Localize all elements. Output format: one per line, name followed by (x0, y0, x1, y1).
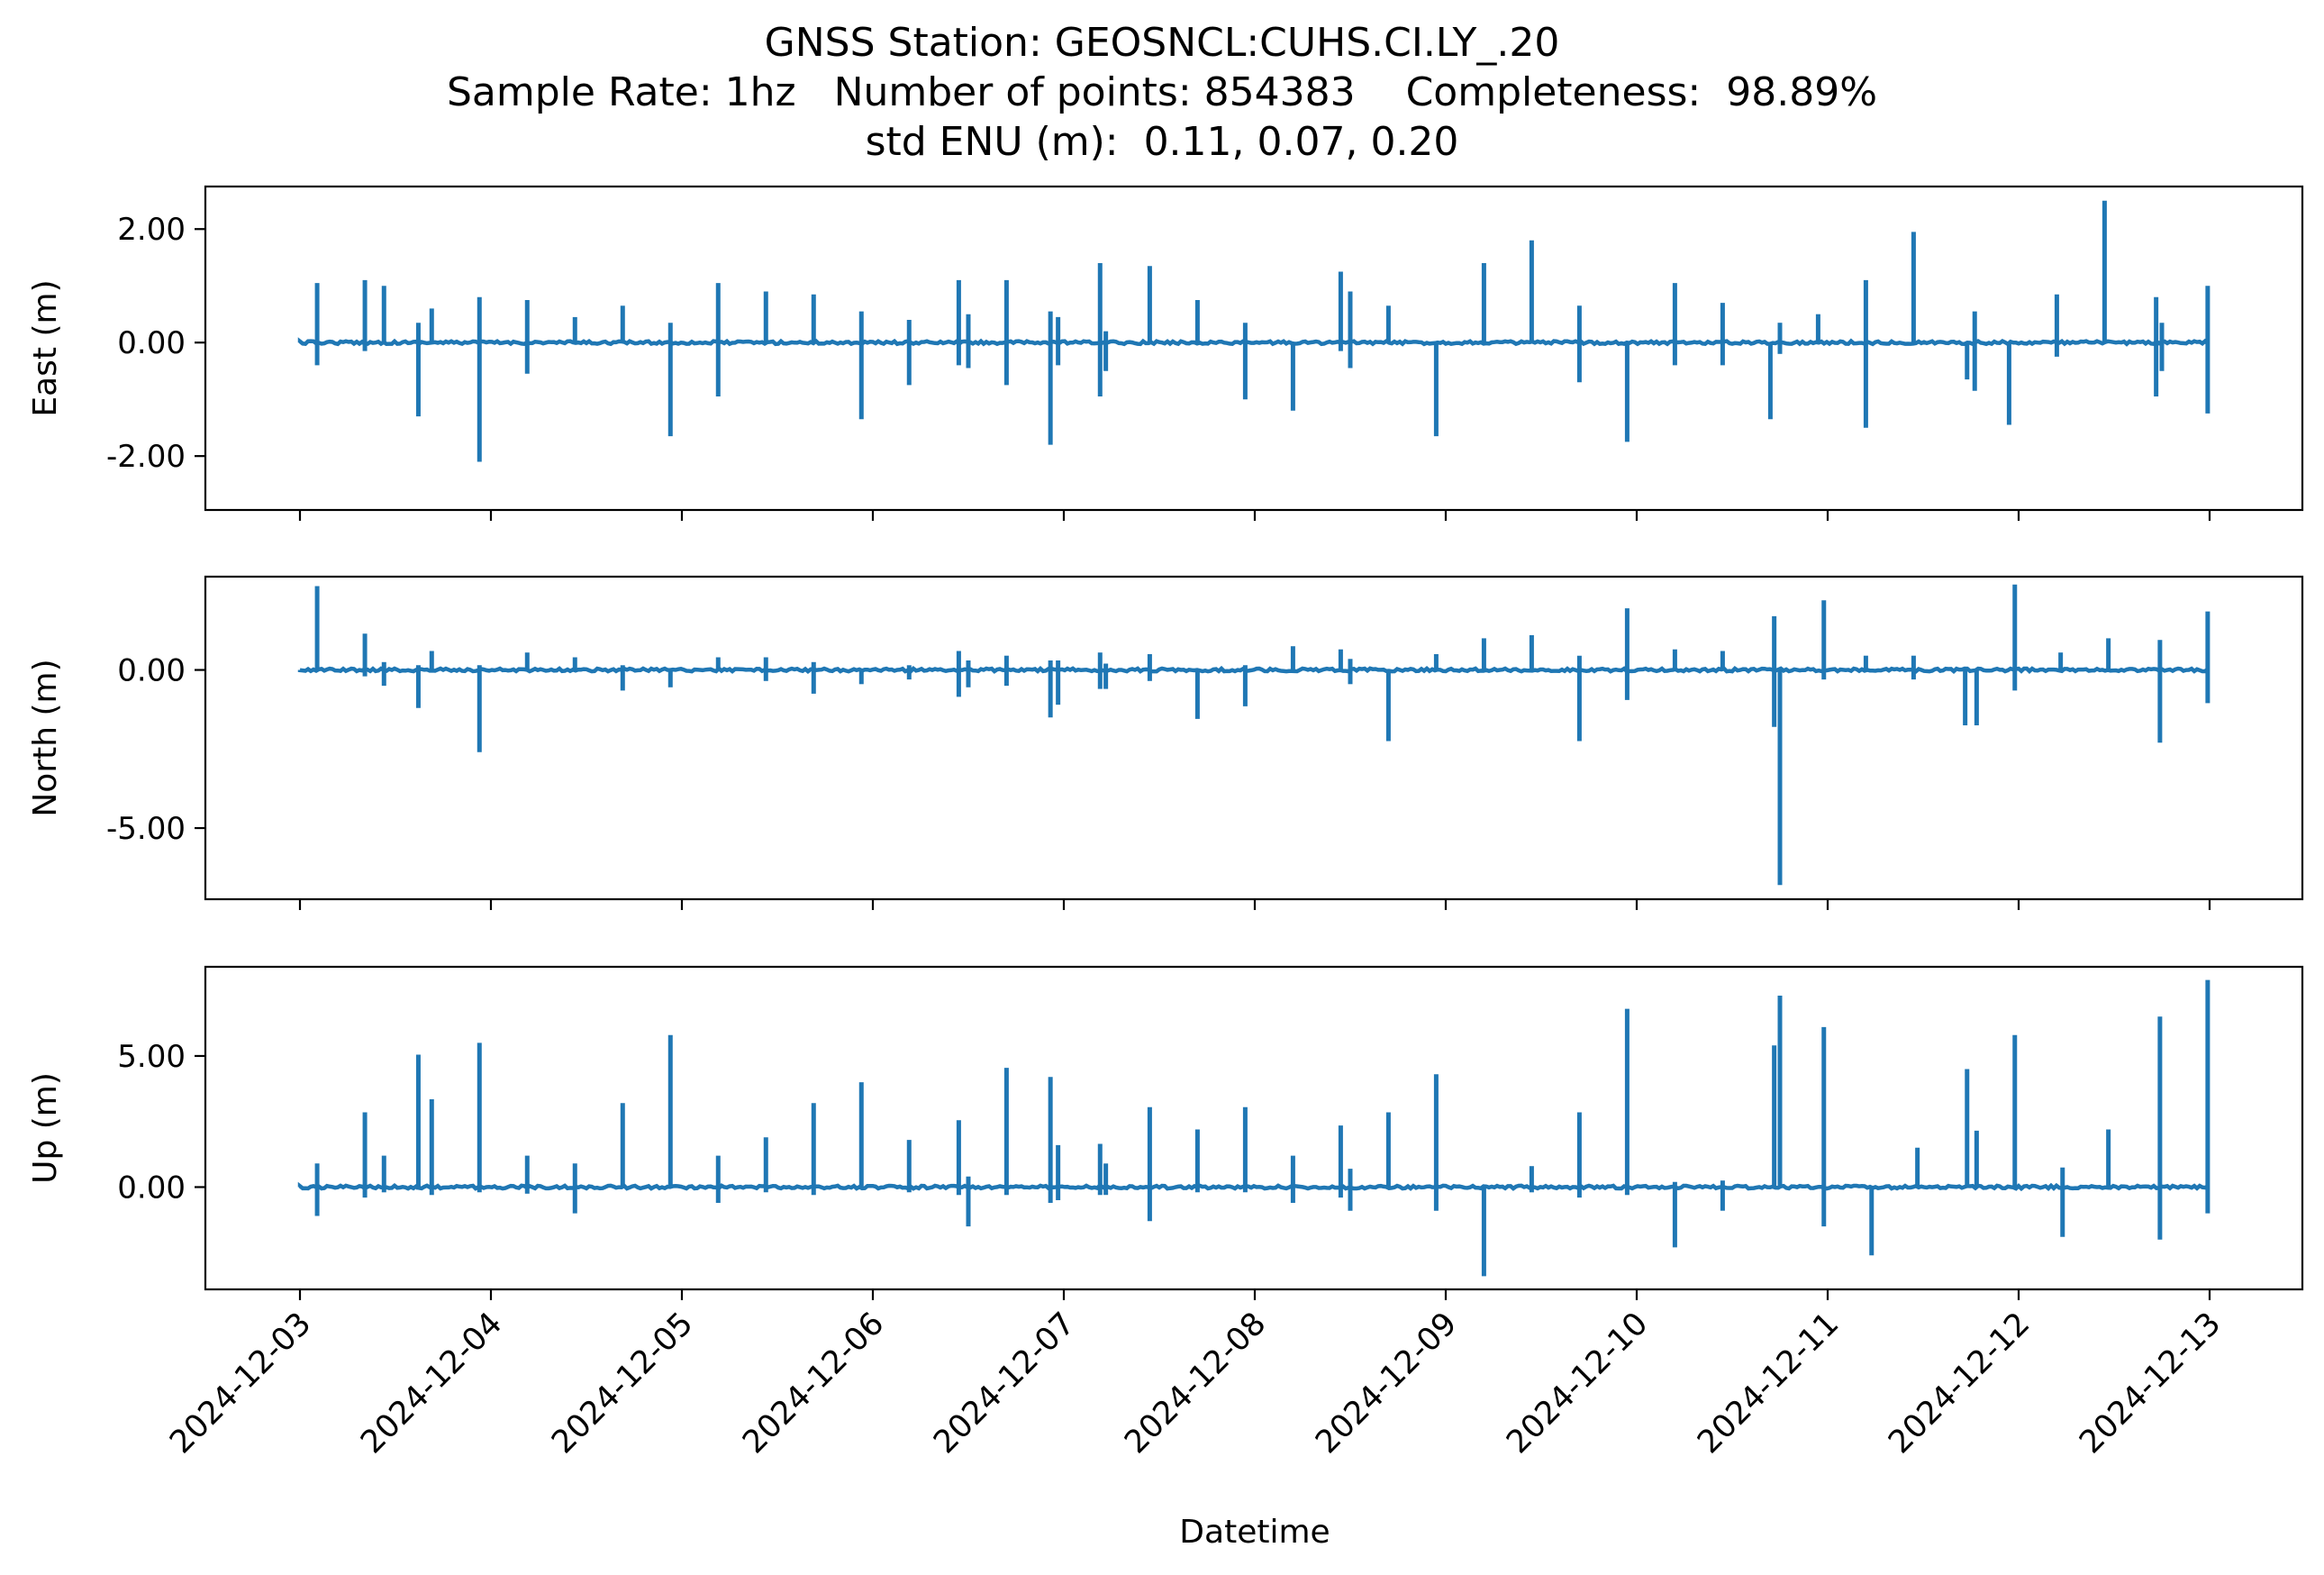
chart-title-line-1: GNSS Station: GEOSNCL:CUHS.CI.LY_.20 (764, 20, 1560, 66)
chart-title-line-2: Sample Rate: 1hz Number of points: 85438… (446, 69, 1878, 115)
north-y-tick-label: 0.00 (117, 653, 186, 689)
north-y-tick-label: -5.00 (106, 811, 186, 847)
up-axes-frame (204, 965, 2304, 1291)
x-tick-label: 2024-12-03 (163, 1306, 318, 1461)
east-baseline-trace (297, 337, 2210, 347)
x-tick-label: 2024-12-13 (2073, 1306, 2228, 1461)
chart-title-line-3: std ENU (m): 0.11, 0.07, 0.20 (865, 119, 1459, 165)
east-y-axis-label: East (m) (27, 279, 64, 416)
east-panel: -2.00 0.00 2.00 East (m) (27, 185, 2304, 521)
x-axis-label: Datetime (1179, 1514, 1330, 1551)
x-tick-label: 2024-12-11 (1691, 1306, 1846, 1461)
east-y-tick-label: 0.00 (117, 325, 186, 361)
x-tick-label: 2024-12-12 (1882, 1306, 2037, 1461)
x-tick-label: 2024-12-06 (736, 1306, 891, 1461)
north-panel: -5.00 0.00 North (m) (27, 575, 2304, 910)
north-axes-frame (204, 575, 2304, 901)
east-axes-frame (204, 185, 2304, 512)
x-tick-label: 2024-12-04 (354, 1306, 509, 1461)
x-tick-label: 2024-12-08 (1118, 1306, 1273, 1461)
up-y-tick-label: 5.00 (117, 1039, 186, 1075)
x-tick-label: 2024-12-05 (545, 1306, 700, 1461)
x-tick-label: 2024-12-10 (1500, 1306, 1655, 1461)
north-y-axis-label: North (m) (27, 659, 64, 816)
east-y-tick-label: -2.00 (106, 439, 186, 475)
east-y-tick-label: 2.00 (117, 212, 186, 248)
x-tick-label: 2024-12-07 (927, 1306, 1082, 1461)
up-y-axis-label: Up (m) (27, 1072, 64, 1184)
up-y-tick-label: 0.00 (117, 1170, 186, 1206)
x-tick-label: 2024-12-09 (1309, 1306, 1464, 1461)
north-baseline-trace (297, 665, 2210, 675)
up-baseline-trace (297, 1181, 2210, 1192)
